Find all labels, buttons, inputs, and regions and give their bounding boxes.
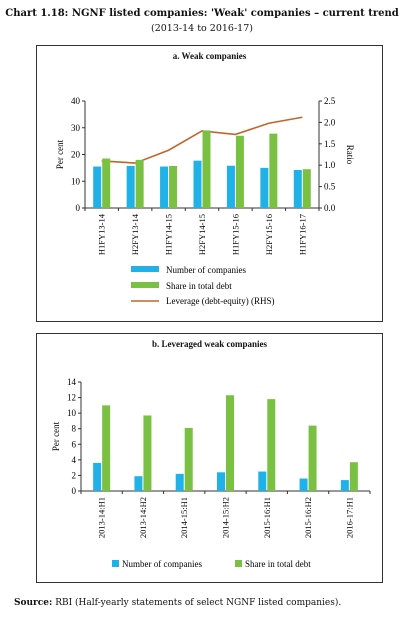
y-tick-label: 10 — [71, 176, 81, 186]
x-tick-label: 2016-17:H1 — [344, 497, 354, 538]
weak-companies-chart: 0 10 20 30 40 Per cent 0.0 0.5 1.0 1.5 2.0 2.5 Ratio… — [55, 96, 355, 306]
bar-share-in-total-debt — [269, 133, 278, 208]
legend-swatch-share-in-total-debt — [235, 560, 242, 567]
bar-share-in-total-debt — [102, 405, 111, 491]
bar-number-of-companies — [126, 166, 135, 208]
y-tick-label: 0 — [76, 203, 81, 213]
y-tick-label: 14 — [67, 377, 77, 387]
x-tick-label: 2014-15:H1 — [179, 497, 189, 538]
bar-share-in-total-debt — [308, 425, 317, 491]
bar-share-in-total-debt — [169, 166, 178, 208]
bar-number-of-companies — [293, 170, 302, 208]
bar-number-of-companies — [193, 160, 202, 208]
bar-share-in-total-debt — [143, 415, 152, 491]
legend-label-share-in-total-debt: Share in total debt — [166, 281, 232, 291]
y2-tick-label: 1.0 — [324, 160, 336, 170]
y2-tick-label: 0.0 — [324, 203, 336, 213]
x-tick-label: 2014-15:H2 — [221, 497, 231, 538]
y2-tick-label: 2.0 — [324, 117, 336, 127]
x-tick-label: 2013-14:H2 — [138, 497, 148, 538]
bar-share-in-total-debt — [267, 399, 276, 491]
y-tick-label: 12 — [67, 393, 76, 403]
source-text: RBI (Half-yearly statements of select NG… — [55, 598, 342, 608]
x-tick-label: H1FY15-16 — [230, 214, 240, 255]
legend-swatch-share-in-total-debt — [131, 282, 159, 288]
y-tick-label: 30 — [71, 123, 81, 133]
bar-share-in-total-debt — [102, 158, 111, 208]
y-tick-label: 20 — [71, 150, 81, 160]
x-tick-label: H1FY13-14 — [97, 213, 107, 255]
bar-share-in-total-debt — [184, 427, 193, 491]
x-tick-label: H1FY16-17 — [297, 214, 307, 255]
x-tick-label: H1FY14-15 — [164, 214, 174, 255]
legend-swatch-number-of-companies — [131, 266, 159, 272]
source-note: Source: RBI (Half-yearly statements of s… — [14, 598, 341, 608]
y2-tick-label: 2.5 — [324, 96, 336, 106]
bar-number-of-companies — [160, 166, 169, 208]
legend-label-leverage: Leverage (debt-equity) (RHS) — [166, 296, 274, 306]
bar-number-of-companies — [93, 166, 102, 208]
bar-number-of-companies — [93, 462, 102, 491]
legend-label-number-of-companies: Number of companies — [166, 265, 246, 275]
panel-leveraged-weak-companies: b. Leveraged weak companies 0 2 4 6 8 10 12 14 P… — [36, 333, 383, 583]
x-tick-label: 2015-16:H1 — [262, 497, 272, 538]
bar-share-in-total-debt — [202, 130, 211, 208]
chart-subtitle: (2013-14 to 2016-17) — [151, 23, 253, 34]
y-tick-label: 6 — [72, 439, 77, 449]
y-tick-label: 40 — [71, 96, 81, 106]
x-tick-label: H2FY14-15 — [197, 214, 207, 255]
x-tick-label: H2FY15-16 — [264, 214, 274, 255]
bar-number-of-companies — [226, 165, 235, 208]
x-tick-label: H2FY13-14 — [130, 213, 140, 255]
legend-swatch-number-of-companies — [112, 560, 119, 567]
y2-axis-label: Ratio — [345, 145, 355, 165]
x-tick-label: 2015-16:H2 — [303, 497, 313, 538]
y-tick-label: 0 — [72, 486, 77, 496]
bar-number-of-companies — [217, 472, 225, 491]
bar-share-in-total-debt — [235, 135, 244, 208]
bar-number-of-companies — [258, 471, 267, 491]
y2-tick-label: 1.5 — [324, 139, 336, 149]
y-axis-label: Per cent — [55, 139, 65, 169]
bar-share-in-total-debt — [135, 159, 144, 208]
y2-tick-label: 0.5 — [324, 182, 336, 192]
y-tick-label: 10 — [67, 408, 77, 418]
source-label: Source: — [14, 598, 53, 608]
y-tick-label: 2 — [72, 470, 77, 480]
leveraged-weak-companies-chart: 0 2 4 6 8 10 12 14 Per cent 2013-14:H1 2013-14:H2 2… — [51, 377, 371, 569]
panel-weak-companies: a. Weak companies 0 10 20 30 40 Per cent 0.0 0.… — [36, 45, 383, 322]
panel-title-leveraged-weak-companies: b. Leveraged weak companies — [152, 339, 267, 349]
bar-share-in-total-debt — [302, 169, 311, 208]
bar-share-in-total-debt — [226, 395, 234, 491]
bar-number-of-companies — [260, 167, 269, 208]
y-tick-label: 4 — [72, 455, 77, 465]
bar-number-of-companies — [175, 473, 184, 491]
panel-title-weak-companies: a. Weak companies — [172, 51, 247, 61]
chart-title: Chart 1.18: NGNF listed companies: 'Weak… — [5, 8, 399, 19]
x-tick-label: 2013-14:H1 — [97, 497, 107, 538]
bar-number-of-companies — [134, 476, 143, 491]
bar-share-in-total-debt — [349, 462, 358, 491]
bar-number-of-companies — [299, 478, 308, 491]
bar-number-of-companies — [340, 480, 349, 491]
y-tick-label: 8 — [72, 424, 77, 434]
legend-label-share-in-total-debt: Share in total debt — [245, 559, 311, 569]
y-axis-label: Per cent — [51, 421, 61, 451]
legend-label-number-of-companies: Number of companies — [122, 559, 202, 569]
